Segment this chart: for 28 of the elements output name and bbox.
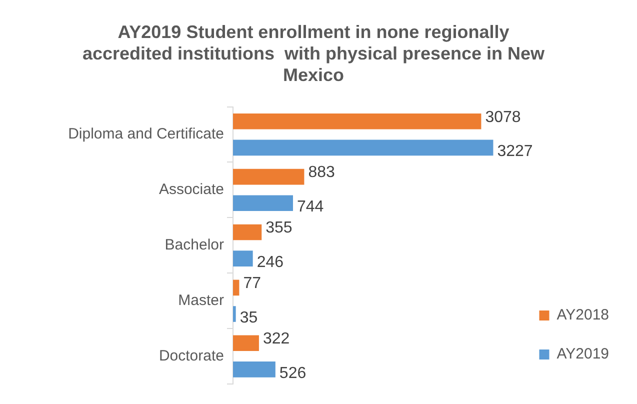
y-tick-label: Diploma and Certificate	[68, 126, 224, 143]
bar	[233, 362, 276, 378]
bar	[233, 195, 293, 212]
bar	[233, 250, 253, 266]
data-label: 744	[296, 198, 324, 216]
data-label: 246	[256, 254, 284, 271]
bar	[233, 306, 236, 322]
y-tick-label: Bachelor	[164, 236, 224, 254]
data-label: 322	[262, 330, 290, 348]
y-tick-label: Doctorate	[158, 347, 224, 364]
data-label: 3227	[497, 143, 533, 160]
data-label: 526	[279, 364, 306, 382]
y-tick-label: Associate	[158, 181, 224, 198]
data-label: 77	[243, 275, 262, 292]
chart-title: AY2019 Student enrollment in none regionally accredited institutions with physical presence in New Mexico	[82, 22, 546, 85]
bar	[233, 280, 240, 296]
data-label: 883	[308, 164, 335, 182]
bar	[233, 113, 482, 130]
data-label: 355	[266, 220, 292, 237]
bar	[233, 140, 494, 156]
bar	[233, 168, 304, 185]
bar	[233, 335, 259, 352]
legend-label: AY2019	[556, 346, 609, 363]
data-label: 35	[240, 309, 258, 326]
legend-label: AY2018	[556, 306, 609, 324]
y-tick-label: Master	[178, 292, 224, 309]
bar	[233, 224, 262, 240]
data-label: 3078	[485, 108, 521, 126]
